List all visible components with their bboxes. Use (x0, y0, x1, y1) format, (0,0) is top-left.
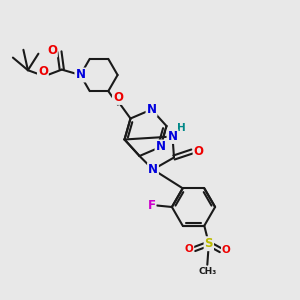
Text: N: N (146, 103, 157, 116)
Text: H: H (176, 123, 185, 133)
Text: N: N (75, 68, 85, 82)
Text: CH₃: CH₃ (198, 267, 216, 276)
Text: O: O (38, 65, 48, 78)
Text: O: O (194, 145, 204, 158)
Text: N: N (167, 130, 178, 143)
Text: O: O (113, 91, 123, 104)
Text: N: N (148, 163, 158, 176)
Text: O: O (184, 244, 194, 254)
Text: O: O (222, 245, 231, 255)
Text: N: N (155, 140, 166, 154)
Text: S: S (205, 237, 213, 250)
Text: F: F (148, 199, 155, 212)
Text: O: O (47, 44, 57, 57)
